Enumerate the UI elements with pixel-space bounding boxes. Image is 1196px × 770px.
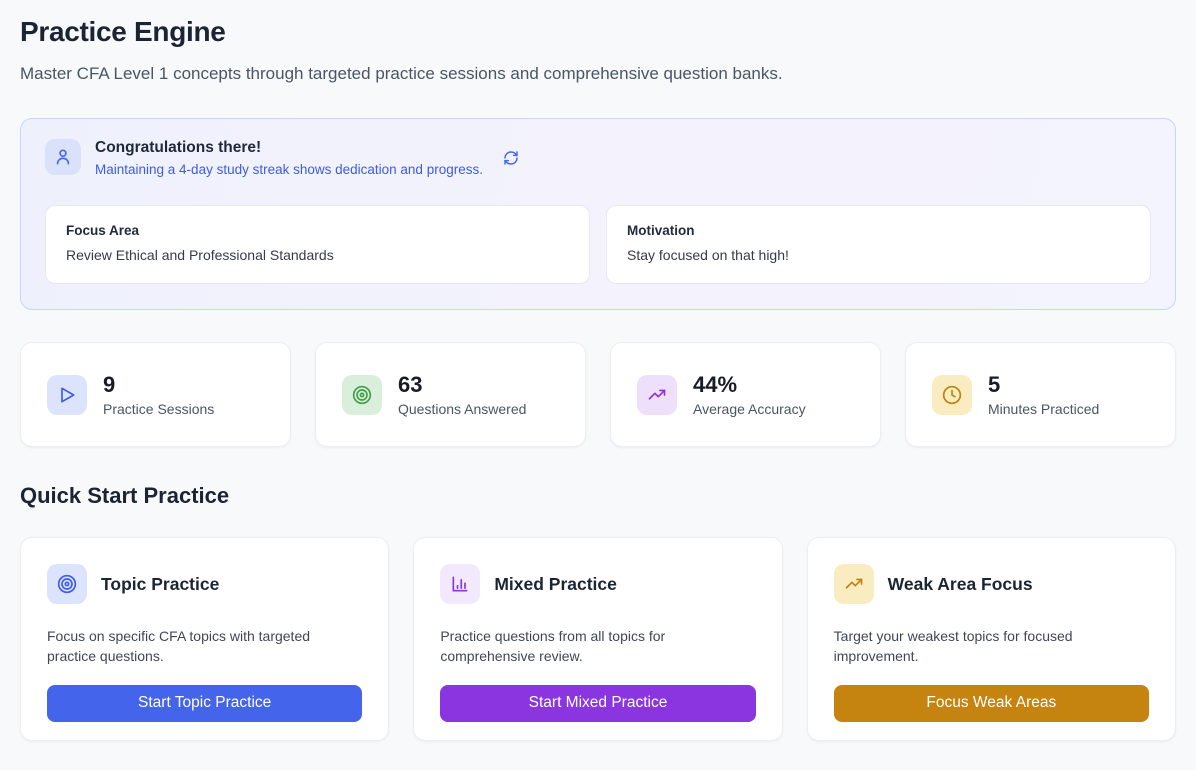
- stat-label: Questions Answered: [398, 400, 527, 417]
- streak-title: Congratulations there!: [95, 139, 262, 156]
- stat-label: Average Accuracy: [693, 400, 806, 417]
- quick-start-heading: Quick Start Practice: [20, 483, 230, 508]
- weak-area-focus-header: Weak Area Focus: [833, 564, 1149, 604]
- topic-practice-card: Topic Practice Focus on specific CFA top…: [20, 537, 390, 741]
- stat-texts: 9 Practice Sessions: [103, 372, 214, 416]
- weak-area-focus-title: Weak Area Focus: [887, 573, 1033, 594]
- stat-card-average-accuracy: 44% Average Accuracy: [610, 342, 881, 447]
- stat-card-questions-answered: 63 Questions Answered: [315, 342, 586, 447]
- streak-banner-header: Congratulations there! Maintaining a 4-d…: [45, 139, 1151, 177]
- trending-up-icon-chip: [637, 374, 677, 415]
- stat-value: 44%: [693, 372, 738, 398]
- quick-start-grid: Topic Practice Focus on specific CFA top…: [20, 537, 1176, 741]
- clock-icon: [942, 385, 962, 405]
- topic-practice-header: Topic Practice: [47, 564, 362, 604]
- target-icon: [352, 385, 372, 405]
- stat-card-minutes-practiced: 5 Minutes Practiced: [905, 342, 1176, 447]
- user-icon-chip: [45, 139, 81, 175]
- user-icon: [53, 147, 73, 167]
- target-icon: [57, 574, 77, 594]
- mixed-practice-card: Mixed Practice Practice questions from a…: [413, 537, 783, 741]
- motivation-label: Motivation: [627, 223, 695, 238]
- trending-up-icon-chip: [833, 564, 874, 604]
- trending-up-icon: [647, 385, 667, 405]
- mixed-practice-header: Mixed Practice: [440, 564, 755, 604]
- focus-weak-areas-button[interactable]: Focus Weak Areas: [833, 684, 1149, 722]
- focus-area-text: Review Ethical and Professional Standard…: [66, 247, 334, 263]
- mixed-practice-description: Practice questions from all topics for c…: [440, 628, 666, 665]
- streak-banner-cards: Focus Area Review Ethical and Profession…: [45, 205, 1151, 284]
- stat-texts: 5 Minutes Practiced: [988, 372, 1099, 416]
- stat-value: 5: [988, 372, 1001, 398]
- stats-row: 9 Practice Sessions 63 Questions Answere…: [20, 342, 1176, 447]
- start-mixed-practice-button[interactable]: Start Mixed Practice: [440, 684, 756, 722]
- bar-chart-icon: [450, 574, 470, 594]
- page-title: Practice Engine: [20, 16, 226, 47]
- weak-area-focus-card: Weak Area Focus Target your weakest topi…: [806, 537, 1176, 741]
- mixed-practice-title: Mixed Practice: [494, 573, 617, 594]
- stat-card-practice-sessions: 9 Practice Sessions: [20, 342, 291, 447]
- streak-banner: Congratulations there! Maintaining a 4-d…: [20, 118, 1176, 310]
- target-icon-chip: [47, 564, 87, 604]
- stat-value: 9: [103, 372, 116, 398]
- focus-area-label: Focus Area: [66, 223, 140, 238]
- refresh-streak-button[interactable]: [503, 150, 519, 166]
- topic-practice-title: Topic Practice: [101, 573, 220, 594]
- stat-texts: 44% Average Accuracy: [693, 372, 806, 416]
- target-icon-chip: [342, 374, 382, 415]
- topic-practice-description: Focus on specific CFA topics with target…: [47, 628, 311, 665]
- bar-chart-icon-chip: [440, 564, 481, 604]
- streak-banner-texts: Congratulations there! Maintaining a 4-d…: [95, 139, 483, 177]
- play-icon: [57, 385, 77, 405]
- streak-message: Maintaining a 4-day study streak shows d…: [95, 162, 483, 177]
- focus-area-card: Focus Area Review Ethical and Profession…: [45, 205, 590, 284]
- stat-label: Minutes Practiced: [988, 400, 1100, 417]
- clock-icon-chip: [932, 374, 972, 415]
- weak-area-focus-description: Target your weakest topics for focused i…: [833, 628, 1073, 665]
- motivation-card: Motivation Stay focused on that high!: [606, 205, 1151, 284]
- stat-value: 63: [398, 372, 423, 398]
- play-icon-chip: [47, 374, 87, 415]
- page-subtitle: Master CFA Level 1 concepts through targ…: [20, 64, 783, 83]
- refresh-icon: [503, 150, 519, 166]
- start-topic-practice-button[interactable]: Start Topic Practice: [47, 684, 363, 722]
- motivation-text: Stay focused on that high!: [627, 247, 789, 263]
- stat-label: Practice Sessions: [103, 400, 215, 417]
- trending-up-icon: [844, 574, 864, 594]
- stat-texts: 63 Questions Answered: [398, 372, 526, 416]
